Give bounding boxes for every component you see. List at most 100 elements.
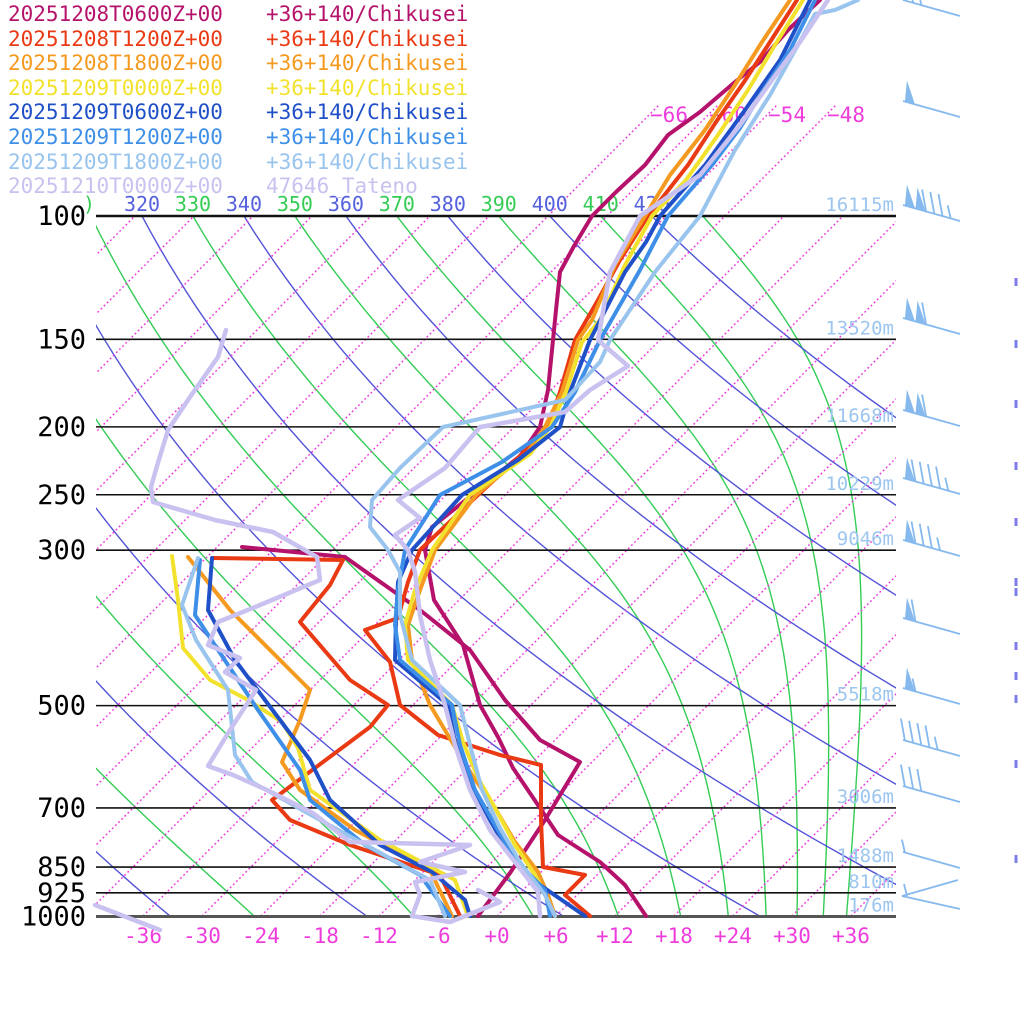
sounding-extra bbox=[92, 902, 163, 933]
sounding-dewpoint bbox=[148, 327, 503, 925]
dry-adiabat-label: 380 bbox=[430, 192, 466, 216]
sounding-dewpoint bbox=[211, 556, 462, 918]
dry-adiabat bbox=[345, 215, 896, 689]
temp-tick-label: -6 bbox=[425, 924, 450, 948]
moist-adiabat bbox=[96, 418, 535, 917]
wind-barb bbox=[902, 184, 961, 222]
dry-adiabat-label: 400 bbox=[532, 192, 568, 216]
temp-tick-label: -18 bbox=[301, 924, 339, 948]
altitude-label: 1488m bbox=[837, 845, 894, 867]
legend-station: 47646_Tateno bbox=[266, 174, 418, 199]
altitude-label: 176m bbox=[848, 894, 894, 916]
isotherm bbox=[910, 216, 1024, 916]
clipped-adiabat-label: ) bbox=[83, 192, 95, 216]
moist-adiabat bbox=[498, 215, 799, 917]
pressure-label: 150 bbox=[37, 324, 86, 355]
wind-barb bbox=[902, 667, 961, 705]
dry-adiabat bbox=[651, 215, 896, 419]
legend-station: +36+140/Chikusei bbox=[266, 125, 469, 149]
wind-barb bbox=[900, 764, 961, 803]
wind-barb-surface bbox=[901, 879, 961, 910]
temp-tick-label: +18 bbox=[655, 924, 693, 948]
dry-adiabat bbox=[96, 506, 563, 917]
pressure-label: 100 bbox=[37, 201, 86, 232]
altitude-label: 9046m bbox=[837, 528, 894, 550]
altitude-label: 5518m bbox=[837, 684, 894, 706]
isotherm bbox=[437, 456, 896, 917]
axis-labels: 100 16115m 150 13520m 200 11668m 250 10229m 300 9… bbox=[21, 103, 894, 948]
isotherm bbox=[555, 574, 896, 917]
legend-run-time: 20251209T0600Z+00 bbox=[8, 100, 223, 125]
upper-isotherm-label: −48 bbox=[827, 103, 865, 127]
legend-run-time: 20251209T0000Z+00 bbox=[8, 75, 223, 100]
sounding-dewpoint bbox=[240, 545, 582, 918]
legend-station: +36+140/Chikusei bbox=[266, 51, 469, 76]
temp-tick-label: -12 bbox=[360, 924, 398, 948]
temp-tick-label: +0 bbox=[484, 924, 509, 948]
altitude-label: 11668m bbox=[825, 405, 894, 427]
wind-barb bbox=[902, 597, 961, 635]
altitude-label: 10229m bbox=[825, 473, 894, 495]
legend-station: +36+140/Chikusei bbox=[266, 2, 469, 26]
dry-adiabat-label: 360 bbox=[328, 192, 364, 216]
pressure-label: 1000 bbox=[21, 901, 86, 932]
altitude-label: 3006m bbox=[837, 786, 894, 808]
pressure-label: 500 bbox=[37, 691, 86, 722]
moist-adiabat bbox=[396, 215, 767, 917]
wind-barb bbox=[902, 519, 961, 557]
isotherm bbox=[614, 633, 896, 917]
moist-adiabat-label: 330 bbox=[175, 192, 211, 216]
wind-barb bbox=[902, 297, 961, 335]
isotherm bbox=[496, 515, 896, 917]
temp-tick-label: +24 bbox=[714, 924, 752, 948]
legend-station: +36+140/Chikusei bbox=[266, 100, 469, 125]
legend-run-time: 20251209T1800Z+00 bbox=[8, 149, 223, 174]
legend-run-time: 20251208T1800Z+00 bbox=[8, 51, 223, 76]
temp-tick-label: +36 bbox=[832, 924, 870, 948]
wind-barb bbox=[901, 839, 961, 869]
pressure-label: 300 bbox=[37, 535, 86, 566]
pressure-label: 850 bbox=[37, 852, 86, 883]
dry-adiabat bbox=[447, 215, 896, 596]
isotherm bbox=[378, 397, 896, 917]
moist-adiabat bbox=[600, 215, 830, 917]
sounding-temperature bbox=[403, 0, 805, 918]
legend-station: +36+140/Chikusei bbox=[266, 26, 469, 51]
upper-isotherm-label: −54 bbox=[768, 103, 806, 127]
temp-tick-label: +6 bbox=[543, 924, 568, 948]
pressure-label: 250 bbox=[37, 480, 86, 511]
wind-barb bbox=[900, 718, 961, 757]
wind-barb bbox=[902, 389, 961, 427]
pressure-label: 925 bbox=[37, 878, 86, 909]
moist-adiabat-label: 350 bbox=[277, 192, 313, 216]
moist-adiabat bbox=[96, 224, 620, 917]
sounding-temperature bbox=[368, 0, 860, 918]
pressure-label: 200 bbox=[37, 412, 86, 443]
isotherm bbox=[96, 104, 660, 670]
soundings bbox=[92, 0, 860, 933]
dry-adiabat bbox=[243, 215, 896, 786]
moist-adiabat bbox=[96, 767, 257, 917]
temp-tick-label: +30 bbox=[773, 924, 811, 948]
temp-tick-label: -30 bbox=[183, 924, 221, 948]
dry-adiabat bbox=[96, 679, 367, 917]
sounding-dewpoint bbox=[180, 556, 447, 918]
legend-station: +36+140/Chikusei bbox=[266, 149, 469, 174]
sounding-temperature bbox=[393, 0, 817, 918]
legend-station: +36+140/Chikusei bbox=[266, 75, 469, 100]
isotherm bbox=[96, 215, 785, 906]
moist-adiabat-label: 370 bbox=[379, 192, 415, 216]
sounding-temperature bbox=[392, 0, 831, 919]
isotherm bbox=[96, 215, 195, 316]
sounding-temperature bbox=[363, 0, 799, 918]
altitude-label: 810m bbox=[848, 871, 894, 893]
legend-run-time: 20251210T0000Z+00 bbox=[8, 174, 223, 199]
isotherm bbox=[96, 104, 719, 729]
dry-adiabat-label: 340 bbox=[226, 192, 262, 216]
temp-tick-label: -24 bbox=[242, 924, 280, 948]
wind-barb bbox=[902, 0, 961, 17]
temp-tick-label: +12 bbox=[596, 924, 634, 948]
moist-adiabat bbox=[294, 215, 730, 917]
